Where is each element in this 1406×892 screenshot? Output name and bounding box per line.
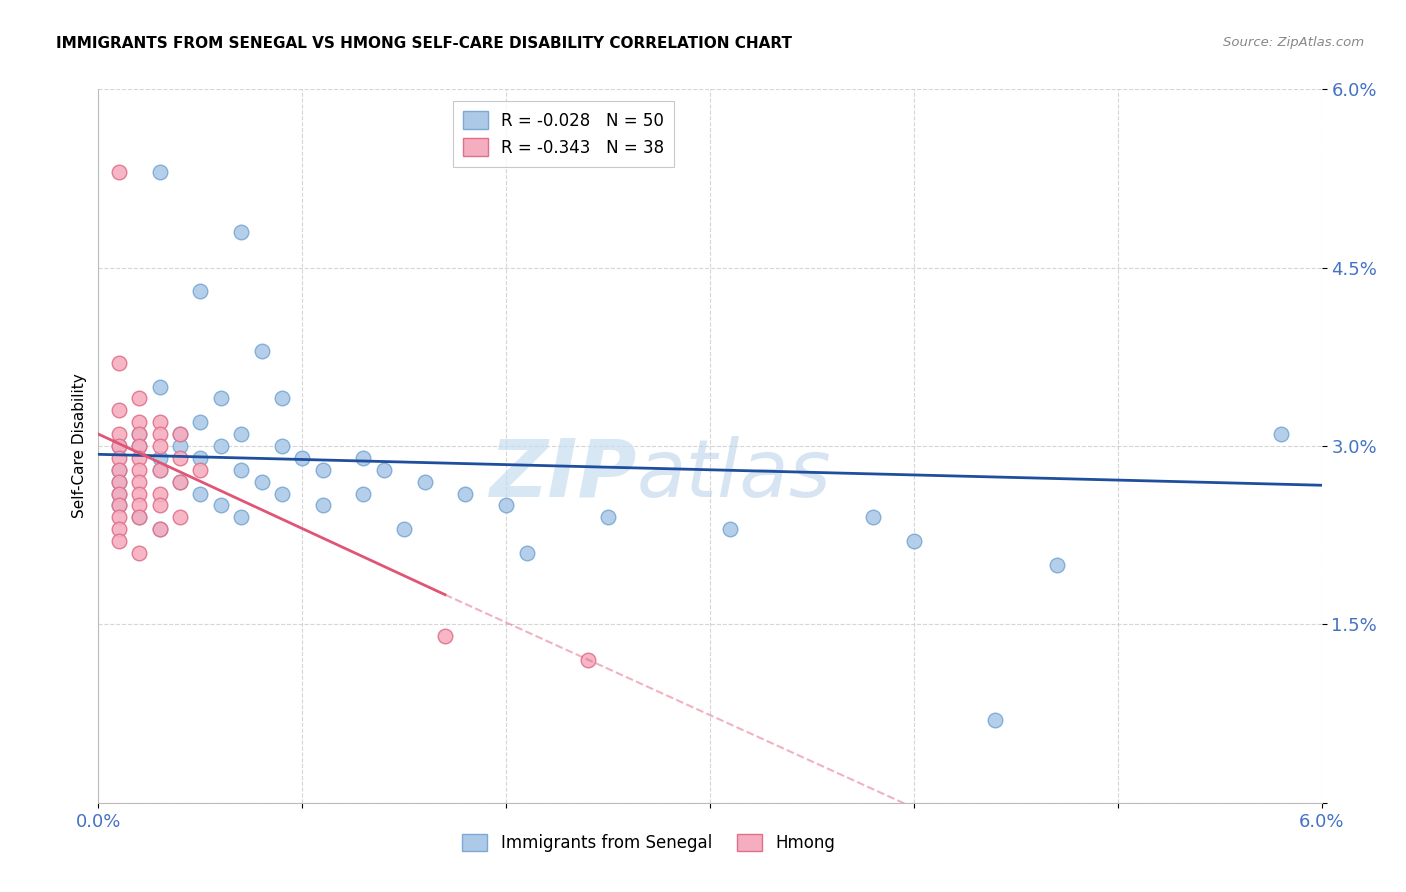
Text: IMMIGRANTS FROM SENEGAL VS HMONG SELF-CARE DISABILITY CORRELATION CHART: IMMIGRANTS FROM SENEGAL VS HMONG SELF-CA… [56, 36, 792, 51]
Point [128, 392, 150, 406]
Point [108, 499, 131, 513]
Point [108, 510, 131, 524]
Point [433, 629, 456, 643]
Point [128, 486, 150, 500]
Y-axis label: Self-Care Disability: Self-Care Disability [72, 374, 87, 518]
Point [169, 475, 191, 489]
Point [149, 165, 172, 179]
Point [108, 463, 131, 477]
Point [250, 343, 273, 358]
Point [209, 439, 232, 453]
Point [231, 427, 253, 442]
Point [169, 427, 191, 442]
Point [149, 463, 172, 477]
Point [149, 450, 172, 465]
Point [270, 439, 292, 453]
Text: Source: ZipAtlas.com: Source: ZipAtlas.com [1223, 36, 1364, 49]
Point [169, 427, 191, 442]
Point [188, 486, 212, 500]
Point [903, 534, 925, 549]
Point [149, 463, 172, 477]
Point [128, 510, 150, 524]
Point [128, 450, 150, 465]
Point [128, 439, 150, 453]
Text: ZIP: ZIP [489, 435, 637, 514]
Point [209, 392, 232, 406]
Point [108, 475, 131, 489]
Point [188, 463, 212, 477]
Legend: Immigrants from Senegal, Hmong: Immigrants from Senegal, Hmong [456, 827, 842, 859]
Point [718, 522, 742, 536]
Point [108, 165, 131, 179]
Point [495, 499, 517, 513]
Point [128, 546, 150, 560]
Point [108, 403, 131, 417]
Point [128, 463, 150, 477]
Point [311, 499, 335, 513]
Point [454, 486, 477, 500]
Point [149, 427, 172, 442]
Point [108, 356, 131, 370]
Point [352, 450, 374, 465]
Point [149, 379, 172, 393]
Point [149, 486, 172, 500]
Point [392, 522, 416, 536]
Point [108, 534, 131, 549]
Point [576, 653, 599, 667]
Point [291, 450, 314, 465]
Point [149, 415, 172, 429]
Point [108, 522, 131, 536]
Point [128, 427, 150, 442]
Point [516, 546, 538, 560]
Point [984, 713, 1007, 727]
Point [128, 499, 150, 513]
Point [108, 427, 131, 442]
Point [149, 522, 172, 536]
Point [188, 285, 212, 299]
Point [149, 522, 172, 536]
Point [373, 463, 395, 477]
Point [128, 415, 150, 429]
Point [862, 510, 884, 524]
Point [108, 439, 131, 453]
Point [128, 427, 150, 442]
Point [169, 510, 191, 524]
Point [128, 439, 150, 453]
Point [128, 475, 150, 489]
Point [413, 475, 436, 489]
Point [108, 499, 131, 513]
Point [231, 225, 253, 239]
Point [149, 499, 172, 513]
Point [352, 486, 374, 500]
Point [149, 439, 172, 453]
Point [209, 499, 232, 513]
Point [231, 463, 253, 477]
Point [231, 510, 253, 524]
Point [1270, 427, 1292, 442]
Point [108, 486, 131, 500]
Point [250, 475, 273, 489]
Point [108, 439, 131, 453]
Point [108, 450, 131, 465]
Point [128, 510, 150, 524]
Point [270, 486, 292, 500]
Point [598, 510, 620, 524]
Point [169, 475, 191, 489]
Point [169, 450, 191, 465]
Point [169, 439, 191, 453]
Point [108, 475, 131, 489]
Point [270, 392, 292, 406]
Point [108, 486, 131, 500]
Point [188, 415, 212, 429]
Point [311, 463, 335, 477]
Point [188, 450, 212, 465]
Text: atlas: atlas [637, 435, 831, 514]
Point [1045, 558, 1069, 572]
Point [108, 463, 131, 477]
